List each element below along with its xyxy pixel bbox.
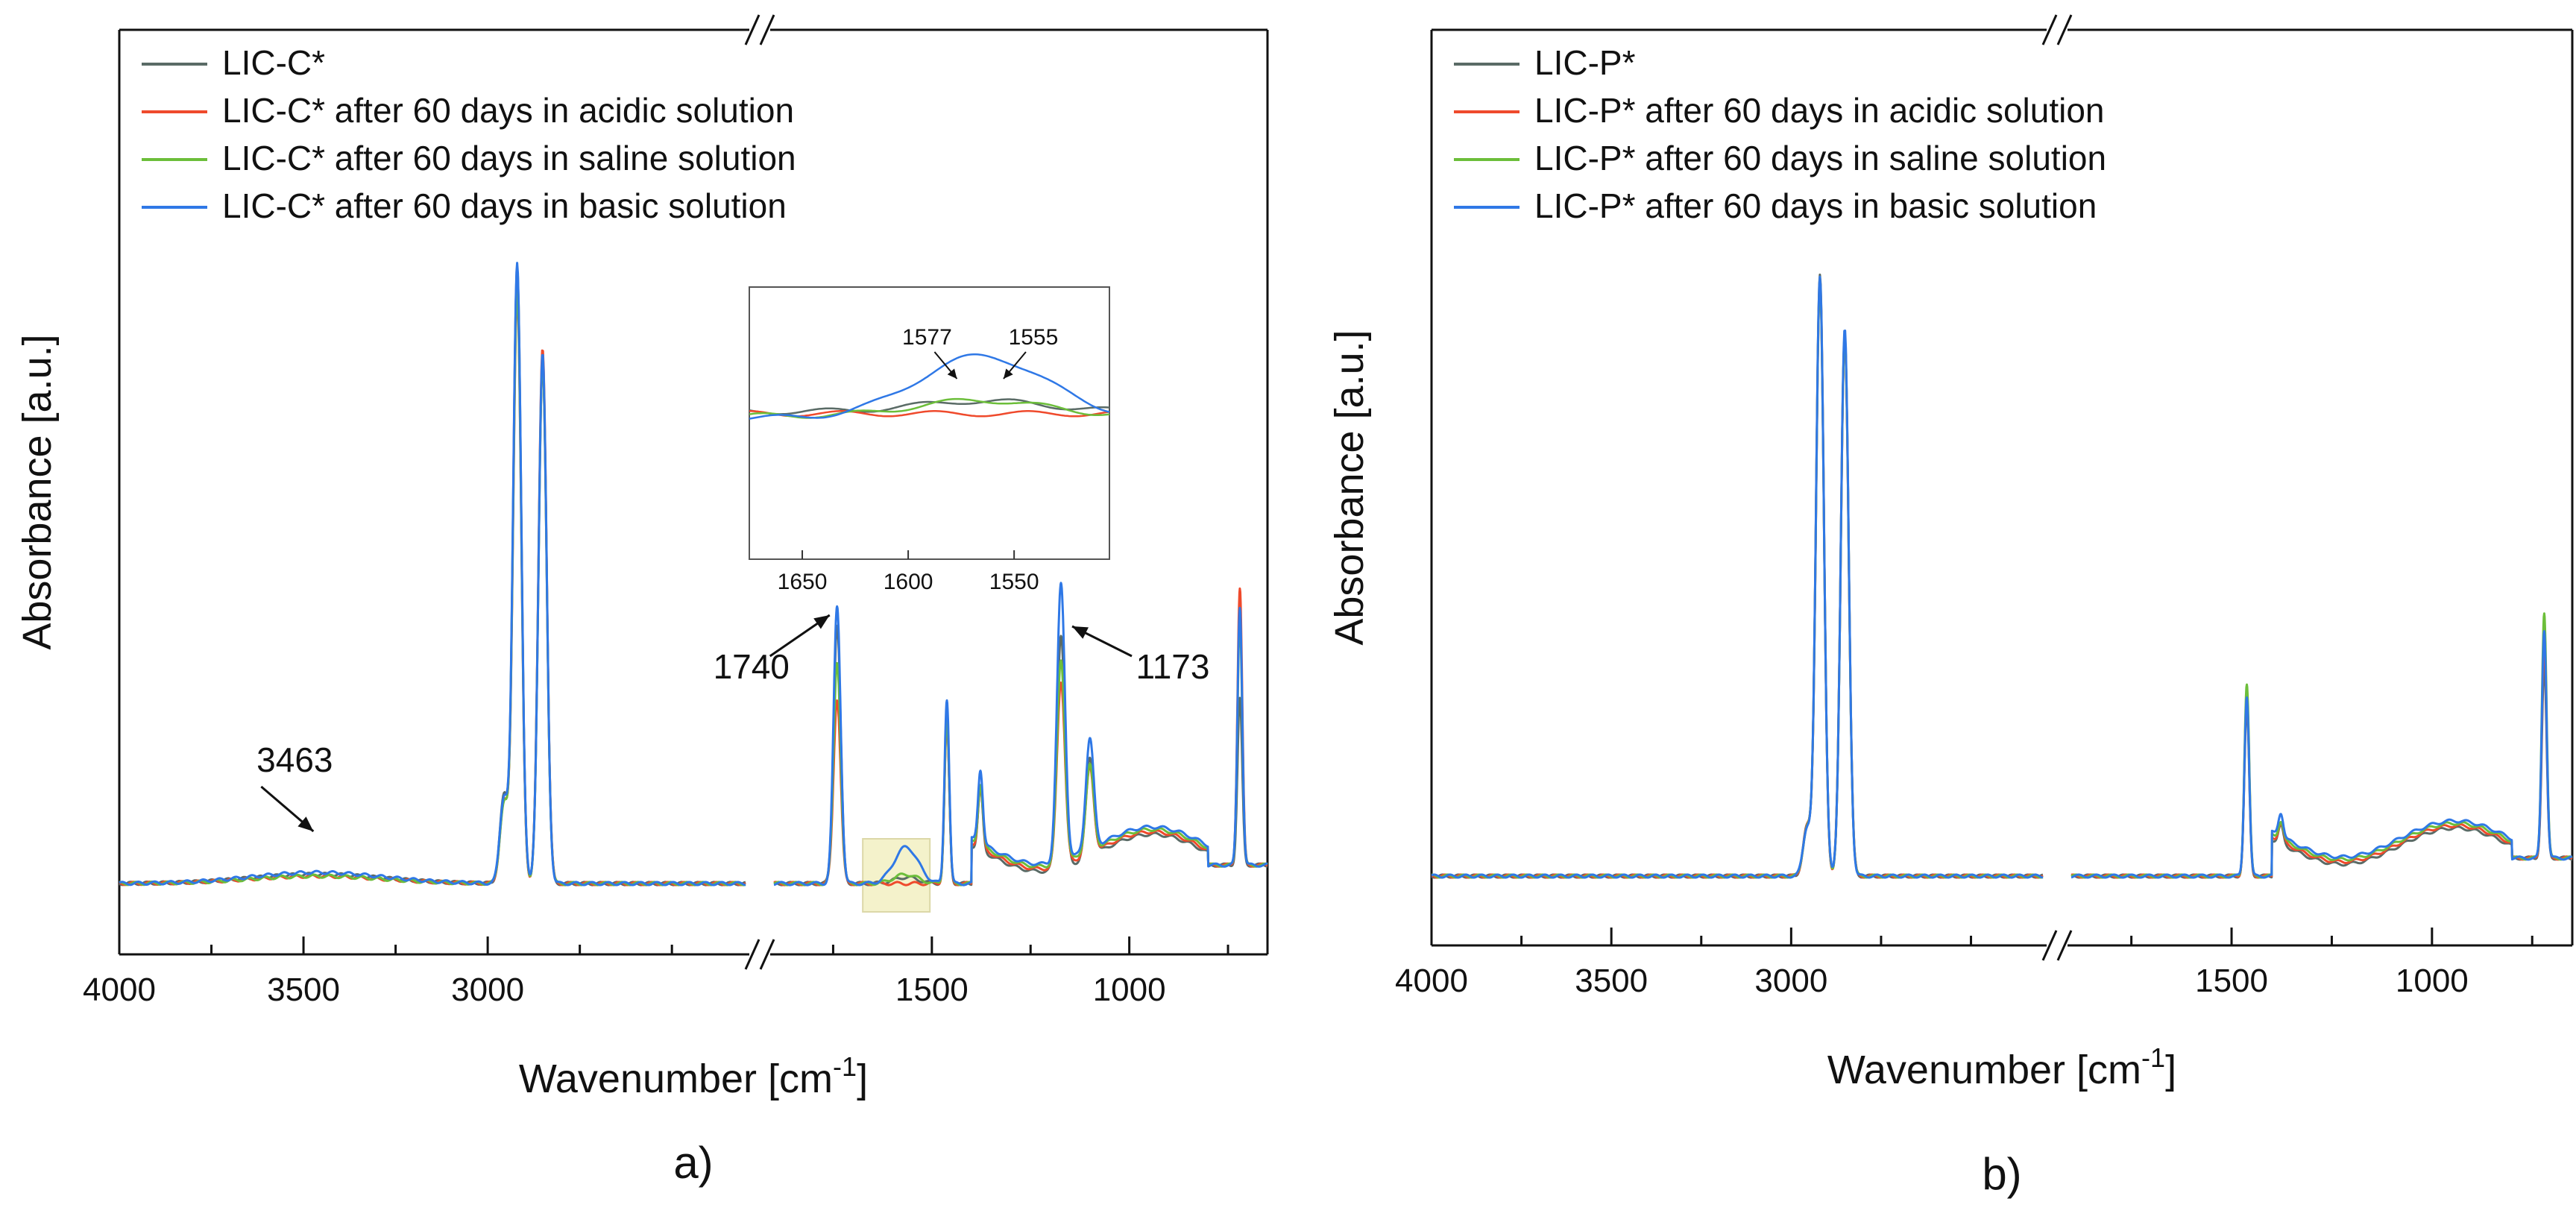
x-tick-label: 4000: [83, 972, 156, 1008]
axes-frame: [118, 14, 1269, 970]
peak-arrowhead: [1072, 626, 1089, 639]
peak-arrowhead: [813, 615, 830, 629]
x-axis-label-main: Wavenumber [cm: [1827, 1048, 2141, 1092]
legend: LIC-P* LIC-P* after 60 days in acidic sol…: [1454, 43, 2106, 225]
series-line-acidic: [2070, 640, 2573, 879]
inset-series-line-acidic: [749, 410, 1110, 418]
series-line-acidic: [1431, 280, 2044, 879]
series-line-basic: [773, 582, 1268, 887]
panel-b: 4000 3500 3000 1500 1000 Wavenumber [cm-1] Abs…: [1327, 14, 2574, 1199]
peak-label: 1173: [1136, 647, 1210, 686]
inset-x-tick-label: 1550: [989, 570, 1039, 594]
y-axis-label: Absorbance [a.u.]: [1327, 330, 1372, 645]
x-axis-label-superscript: -1: [2141, 1042, 2165, 1073]
x-tick-label: 1500: [2195, 963, 2268, 999]
y-axis-label: Absorbance [a.u.]: [15, 334, 60, 649]
legend-label: LIC-P* after 60 days in basic solution: [1534, 186, 2097, 225]
series-lines: [119, 262, 1268, 887]
x-tick-label: 4000: [1395, 963, 1468, 999]
inset-plot: 1650 1600 1550 1577 1555: [749, 286, 1110, 594]
series-line-basic: [119, 262, 746, 887]
x-axis-label-main: Wavenumber [cm: [519, 1057, 833, 1101]
x-tick-label: 3000: [1754, 963, 1827, 999]
x-ticks: 4000 3500 3000 1500 1000: [83, 936, 1229, 1008]
legend-label: LIC-C* after 60 days in basic solution: [222, 186, 787, 225]
x-tick-label: 3500: [267, 972, 340, 1008]
series-line-saline: [1431, 282, 2044, 879]
series-line-pristine: [119, 265, 746, 887]
axis-break-marker: [744, 14, 760, 45]
inset-peak-arrowhead: [1003, 368, 1013, 379]
peak-annotations: 3463 1740 1173: [256, 614, 1210, 833]
axis-break-marker: [2041, 930, 2058, 961]
x-axis-label: Wavenumber [cm-1]: [519, 1051, 868, 1101]
inset-x-tick-label: 1600: [884, 570, 933, 594]
axes-frame: [1430, 14, 2574, 961]
legend-label: LIC-C* after 60 days in saline solution: [222, 139, 796, 177]
series-line-basic: [1431, 275, 2044, 879]
inset-series-line-basic: [749, 353, 1110, 420]
panel-a: 4000 3500 3000 1500 1000 Wavenumber [cm-1] Abs…: [15, 14, 1269, 1188]
legend-label: LIC-P* after 60 days in saline solution: [1534, 139, 2106, 177]
legend-label: LIC-P* after 60 days in acidic solution: [1534, 91, 2105, 130]
panel-label: a): [673, 1138, 713, 1188]
inset-peak-arrowhead: [947, 368, 957, 379]
series-line-pristine: [2070, 664, 2573, 879]
series-line-pristine: [1431, 273, 2044, 879]
x-tick-label: 3000: [451, 972, 524, 1008]
series-line-acidic: [119, 292, 746, 887]
inset-x-tick-label: 1650: [778, 570, 828, 594]
x-axis-label-close: ]: [2165, 1048, 2176, 1092]
series-line-acidic: [773, 587, 1268, 887]
legend-label: LIC-P*: [1534, 43, 1636, 82]
inset-series-line-pristine: [749, 398, 1110, 415]
x-axis-label-close: ]: [857, 1057, 868, 1101]
peak-label: 1740: [714, 647, 790, 686]
series-lines: [1431, 273, 2573, 879]
x-tick-label: 1000: [2396, 963, 2469, 999]
inset-frame: [749, 286, 1110, 560]
legend-label: LIC-C* after 60 days in acidic solution: [222, 91, 794, 130]
legend: LIC-C* LIC-C* after 60 days in acidic sol…: [142, 43, 796, 225]
axis-break-marker: [2056, 14, 2073, 45]
x-tick-label: 1500: [895, 972, 969, 1008]
inset-peak-label: 1555: [1009, 325, 1059, 350]
peak-label: 3463: [256, 740, 333, 779]
x-ticks: 4000 3500 3000 1500 1000: [1395, 928, 2534, 999]
inset-peak-label: 1577: [902, 325, 952, 350]
series-line-saline: [119, 286, 746, 887]
x-tick-label: 1000: [1093, 972, 1166, 1008]
axis-break-marker: [759, 14, 775, 45]
x-axis-label: Wavenumber [cm-1]: [1827, 1042, 2176, 1092]
x-axis-label-superscript: -1: [833, 1051, 857, 1082]
axis-break-marker: [2056, 930, 2073, 961]
axis-break-marker: [744, 939, 760, 970]
axis-break-marker: [759, 939, 775, 970]
legend-label: LIC-C*: [222, 43, 325, 82]
axis-break-marker: [2041, 14, 2058, 45]
panel-label: b): [1982, 1149, 2021, 1199]
peak-arrowhead: [297, 816, 314, 831]
x-tick-label: 3500: [1575, 963, 1648, 999]
series-line-basic: [2070, 630, 2573, 879]
